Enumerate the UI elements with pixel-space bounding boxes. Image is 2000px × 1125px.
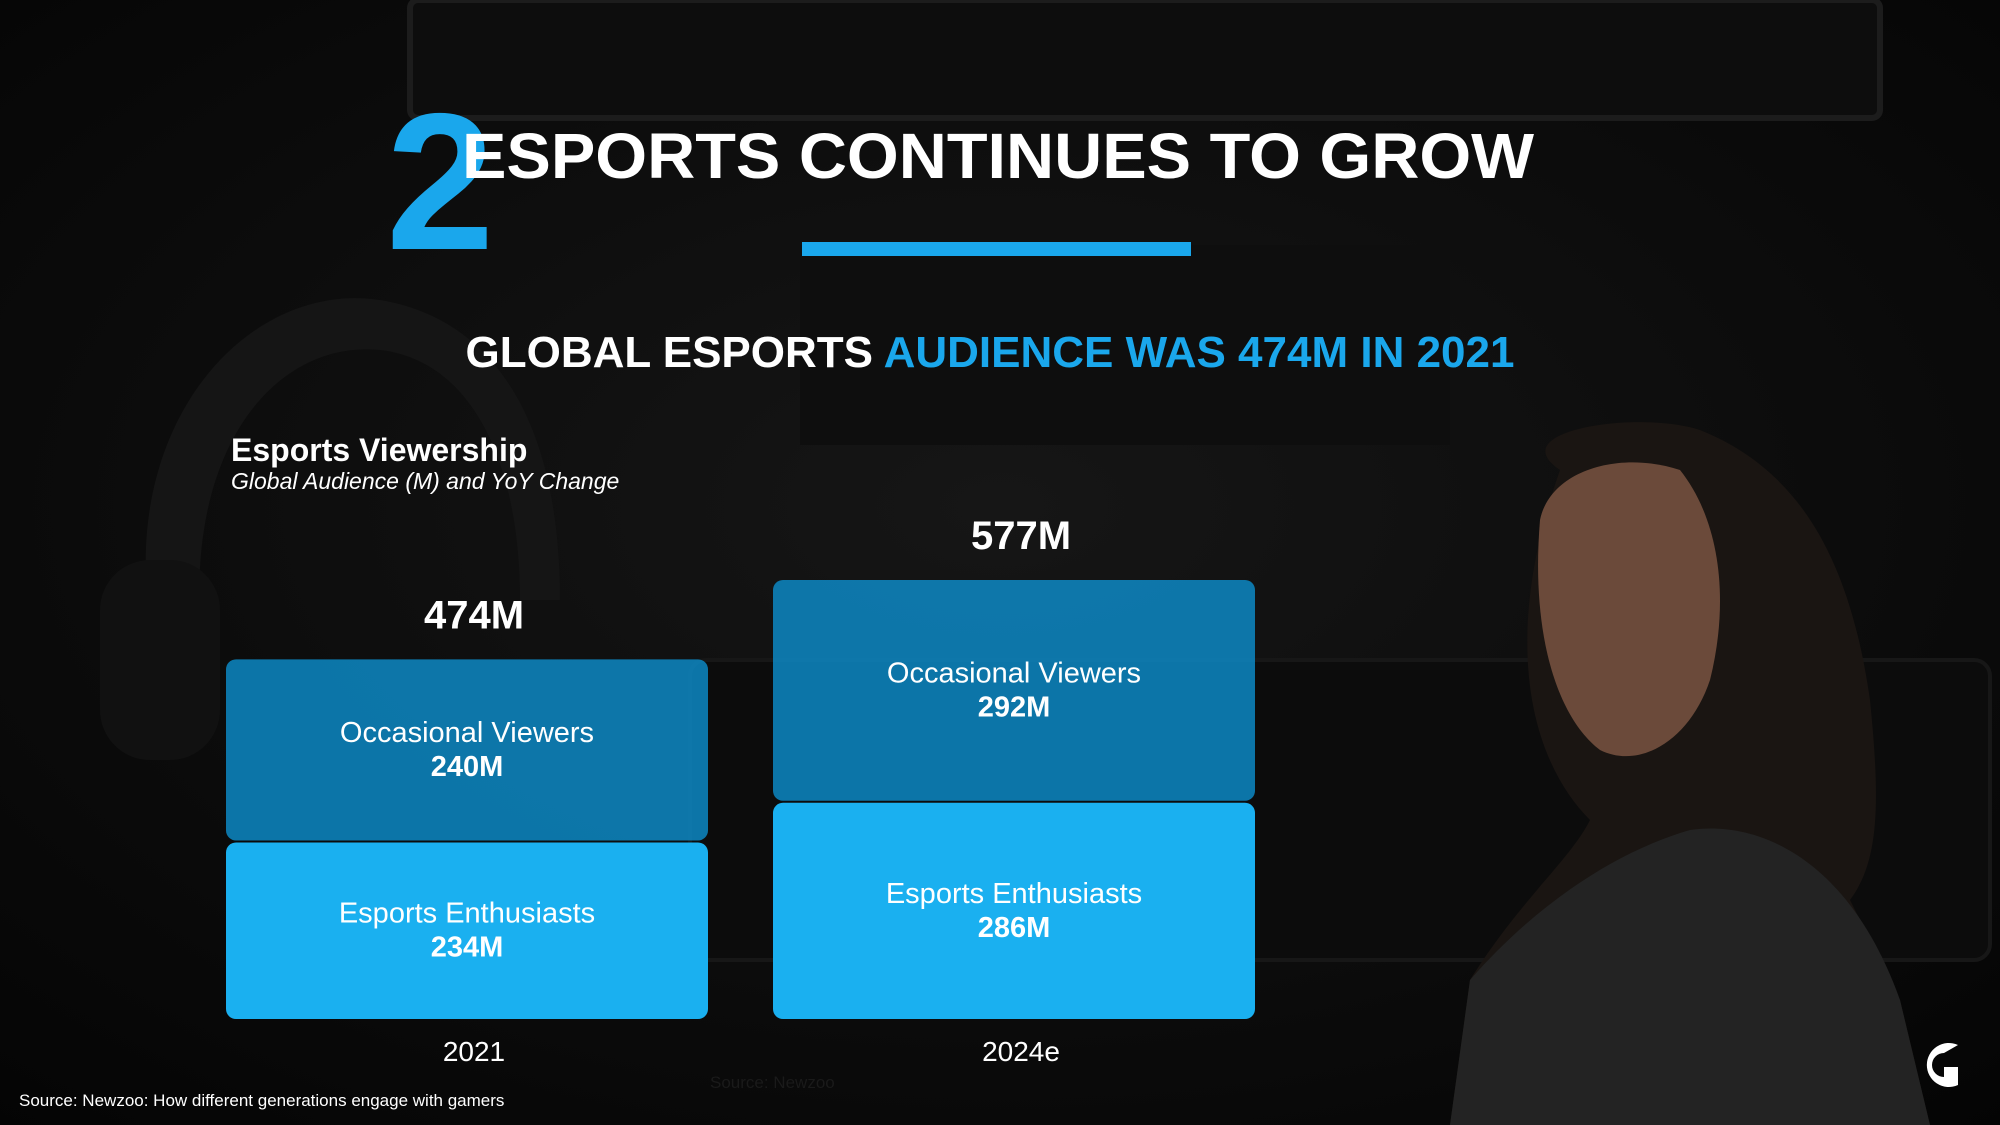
monitor-stand <box>800 245 1450 445</box>
bar-segment <box>226 659 708 841</box>
source: Source: Newzoo: How different generation… <box>19 1091 504 1110</box>
category-label: 2024e <box>982 1036 1060 1067</box>
segment-value: 286M <box>978 912 1051 944</box>
headset-cup <box>100 560 220 760</box>
headline-highlight: AUDIENCE WAS 474M IN 2021 <box>884 328 1515 377</box>
headline: GLOBAL ESPORTS AUDIENCE WAS 474M IN 2021 <box>466 328 1515 377</box>
faint-source: Source: Newzoo <box>710 1073 835 1092</box>
chart-subtitle: Global Audience (M) and YoY Change <box>231 468 619 494</box>
segment-value: 292M <box>978 691 1051 723</box>
bar-segment <box>773 580 1255 801</box>
segment-name: Occasional Viewers <box>340 717 594 749</box>
title-underline <box>802 242 1191 256</box>
segment-name: Esports Enthusiasts <box>886 878 1142 910</box>
person-face <box>1538 462 1720 757</box>
segment-value: 240M <box>431 751 504 783</box>
bar-segment <box>226 842 708 1019</box>
total-label: 474M <box>424 593 524 637</box>
segment-name: Esports Enthusiasts <box>339 898 595 930</box>
monitor <box>407 0 1883 121</box>
segment-name: Occasional Viewers <box>887 657 1141 689</box>
slide-number: 2 <box>386 73 494 291</box>
slide-title: ESPORTS CONTINUES TO GROW <box>462 120 1535 192</box>
segment-value: 234M <box>431 932 504 964</box>
chart-title: Esports Viewership <box>231 432 527 468</box>
bar-segment <box>773 802 1255 1019</box>
total-label: 577M <box>971 514 1071 558</box>
logo <box>1926 1043 1958 1087</box>
headline-plain: GLOBAL ESPORTS <box>466 328 884 377</box>
person-jersey <box>1450 828 1930 1125</box>
category-label: 2021 <box>443 1036 505 1067</box>
headset <box>145 298 560 620</box>
